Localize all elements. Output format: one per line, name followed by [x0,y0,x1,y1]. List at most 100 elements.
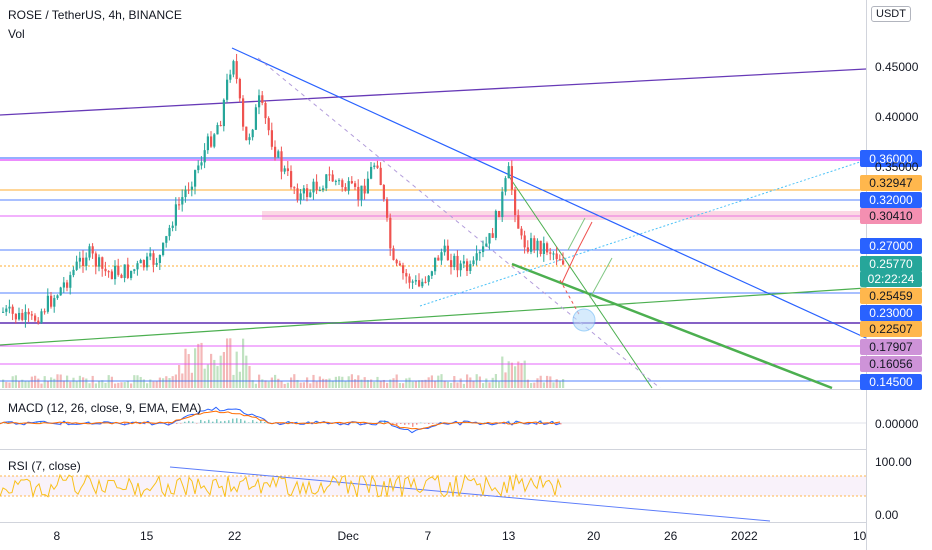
macd-histogram-bar [20,422,22,424]
candle-body [450,260,453,268]
candle-body [174,204,177,226]
macd-histogram-bar [264,421,266,423]
macd-legend[interactable]: MACD (12, 26, close, 9, EMA, EMA) [8,401,202,415]
trend-line [419,159,867,307]
candle-body [498,210,501,218]
candle-body [107,271,110,273]
volume-bar [299,382,302,388]
candle-body [328,174,331,176]
volume-bar [539,375,542,388]
volume-bar [123,382,126,388]
volume-bar [37,378,40,388]
candle-body [472,260,475,265]
symbol-title[interactable]: ROSE / TetherUS, 4h, BINANCE [8,8,182,22]
candle-body [299,193,302,200]
candle-body [338,180,341,182]
rsi-legend[interactable]: RSI (7, close) [8,459,81,473]
candle-body [37,320,40,323]
candle-body [267,118,270,131]
candle-body [232,61,235,75]
volume-bar [552,382,555,388]
candle-body [290,171,293,188]
candle-body [501,191,504,218]
candle-body [315,181,318,191]
candle-body [78,257,81,262]
candle-body [34,315,37,321]
candle-body [491,233,494,238]
candle-body [24,311,27,320]
candle-body [526,247,529,252]
candle-body [456,255,459,271]
volume-bar [296,379,299,388]
macd-axis-tick: 0.00000 [875,417,919,431]
volume-bar [267,381,270,388]
candle-body [309,192,312,198]
candle-body [235,61,238,80]
volume-bar [155,381,158,388]
candle-body [114,265,117,280]
candle-body [254,107,257,130]
candle-body [21,312,24,320]
candle-body [251,129,254,138]
macd-histogram-bar [404,423,406,425]
candle-body [197,165,200,171]
volume-bar [264,380,267,388]
volume-bar [98,380,101,388]
volume-bar [200,342,203,388]
candle-body [389,217,392,249]
volume-bar [242,338,245,388]
candle-body [312,181,315,193]
candle-body [184,189,187,198]
macd-histogram-bar [152,423,154,425]
trend-line [0,68,867,116]
candle-body [8,306,11,309]
volume-bar [558,381,561,388]
candle-body [30,314,33,316]
macd-histogram-bar [420,422,422,424]
volume-bar [85,378,88,388]
candle-body [2,311,5,313]
rsi-line [0,473,562,499]
candle-body [126,264,129,278]
candle-body [414,280,417,282]
candle-body [66,282,69,288]
volume-bar [206,364,209,388]
volume-bar [165,376,168,388]
volume-bar [411,381,414,388]
macd-histogram-bar [432,423,434,424]
time-axis-label: 8 [53,529,61,543]
candle-body [488,233,491,244]
currency-selector[interactable]: USDT [871,6,911,22]
macd-histogram-bar [216,419,218,423]
macd-histogram-bar [232,418,234,423]
volume-bar [251,380,254,388]
candle-body [133,269,136,271]
candle-body [459,263,462,271]
volume-bar [203,368,206,388]
candle-body [88,246,91,258]
candle-body [5,308,8,312]
volume-bar [46,380,49,388]
candle-body [245,126,248,141]
macd-histogram-bar [176,423,178,424]
volume-bar [302,382,305,388]
volume-bar [501,356,504,388]
candle-body [402,265,405,274]
volume-bar [437,375,440,388]
volume-bar [117,382,120,388]
volume-bar [69,381,72,388]
macd-histogram-bar [184,421,186,423]
candle-body [117,265,120,275]
volume-bar [533,382,536,388]
candle-body [408,276,411,283]
volume-legend[interactable]: Vol [8,27,25,41]
candle-body [462,261,465,264]
volume-bar [254,383,257,388]
volume-bar [456,382,459,388]
candle-body [98,257,101,267]
candle-body [181,197,184,205]
candle-body [213,134,216,147]
candle-body [104,268,107,272]
macd-histogram-bar [252,420,254,423]
